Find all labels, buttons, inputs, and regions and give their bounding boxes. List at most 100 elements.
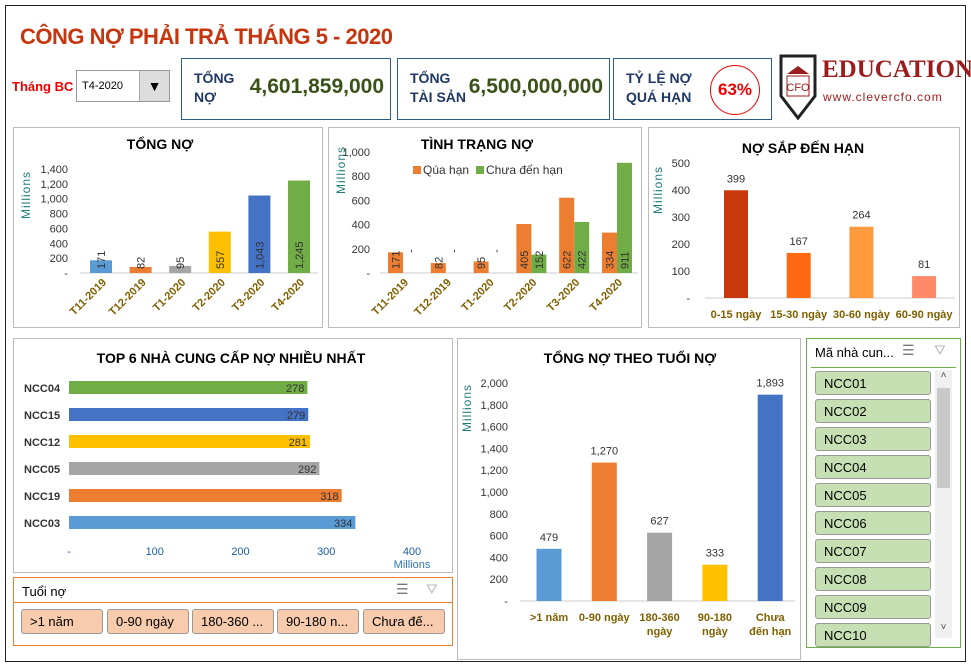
data-label: 95	[175, 257, 187, 269]
x-tick-label: >1 năm	[530, 612, 568, 624]
page-title: CÔNG NỢ PHẢI TRẢ THÁNG 5 - 2020	[20, 24, 393, 49]
slicer-supplier-item[interactable]: NCC02	[815, 399, 931, 423]
slicer-supplier-item[interactable]: NCC03	[815, 427, 931, 451]
multi-select-icon[interactable]: ☰	[396, 581, 409, 597]
data-label: 167	[790, 236, 808, 248]
x-tick-label: 60-90 ngày	[896, 309, 954, 321]
x-tick-label: T2-2020	[190, 277, 227, 314]
bar	[388, 252, 403, 273]
bar	[849, 226, 874, 298]
bar	[69, 408, 309, 421]
bar	[129, 266, 152, 273]
slicer-age-item[interactable]: 90-180 n...	[277, 609, 359, 634]
y-tick-label: NCC15	[24, 410, 60, 422]
slicer-supplier-item[interactable]: NCC07	[815, 539, 931, 563]
scrollbar[interactable]: ˄ ˅	[935, 370, 952, 638]
slicer-supplier-item[interactable]: NCC09	[815, 595, 931, 619]
slicer-title: Tuổi nợ	[22, 584, 67, 599]
scrollbar-thumb[interactable]	[937, 388, 950, 488]
y-axis-label: Millions	[334, 146, 348, 194]
data-label: 557	[215, 251, 227, 269]
month-dropdown[interactable]: T4-2020 ▼	[76, 70, 170, 102]
chart-title: TỔNG NỢ	[127, 135, 193, 152]
data-label: -	[491, 249, 503, 253]
x-tick-label: 90-180	[698, 612, 732, 624]
slicer-supplier-item[interactable]: NCC10	[815, 623, 931, 647]
y-tick-label: 400	[672, 185, 690, 197]
data-label: 622	[562, 251, 574, 269]
x-tick-label: đến hạn	[749, 626, 791, 638]
data-label: 399	[727, 173, 745, 185]
chart-top6-panel	[13, 338, 453, 573]
y-tick-label: 1,400	[40, 164, 68, 176]
multi-select-icon[interactable]: ☰	[902, 342, 915, 358]
legend-label: Chưa đến hạn	[486, 163, 563, 177]
y-axis-label: Millions	[19, 171, 33, 219]
slicer-age: Tuổi nợ ☰ ⛛ >1 năm 0-90 ngày 180-360 ... 90…	[13, 577, 453, 646]
data-label: 333	[706, 548, 724, 560]
clear-filter-icon[interactable]: ⛛	[426, 581, 438, 597]
chart-title: TỔNG NỢ THEO TUỔI NỢ	[544, 349, 716, 366]
chart-total-debt-panel	[13, 127, 323, 328]
y-tick-label: NCC05	[24, 464, 60, 476]
legend-swatch	[413, 166, 421, 174]
bar	[786, 252, 811, 298]
x-tick-label: 15-30 ngày	[770, 309, 828, 321]
scroll-up-icon[interactable]: ˄	[940, 370, 947, 381]
slicer-supplier-item[interactable]: NCC06	[815, 511, 931, 535]
kpi-value: 4,601,859,000	[249, 75, 384, 98]
y-tick-label: 1,600	[480, 422, 508, 434]
dashboard-frame	[5, 5, 966, 662]
bar	[69, 516, 356, 529]
y-tick-label: 500	[672, 158, 690, 170]
slicer-age-item[interactable]: Chưa đế...	[363, 609, 445, 634]
x-tick-label: T4-2020	[588, 277, 625, 314]
bar	[69, 489, 342, 502]
bar	[208, 231, 231, 273]
bar	[473, 261, 489, 273]
data-label: 171	[391, 251, 403, 269]
bar	[602, 232, 617, 273]
y-tick-label: -	[686, 293, 690, 305]
x-tick-label: 0-15 ngày	[711, 309, 763, 321]
slicer-age-item[interactable]: >1 năm	[21, 609, 103, 634]
chart-debt-status-panel	[328, 127, 642, 328]
data-label: -	[406, 249, 418, 253]
y-tick-label: 200	[352, 244, 370, 256]
x-tick-label: T1-2020	[459, 277, 496, 314]
x-tick-label: 300	[317, 546, 335, 558]
chart-title: TOP 6 NHÀ CUNG CẤP NỢ NHIỀU NHẤT	[97, 350, 366, 366]
x-tick-label: 400	[403, 546, 421, 558]
data-label: 82	[136, 257, 148, 269]
month-value: T4-2020	[82, 80, 123, 92]
slicer-age-item[interactable]: 180-360 ...	[192, 609, 274, 634]
kpi-value: 63%	[710, 65, 760, 115]
x-tick-label: 100	[146, 546, 164, 558]
chart-title: NỢ SẮP ĐẾN HẠN	[742, 139, 864, 156]
slicer-supplier-item[interactable]: NCC01	[815, 371, 931, 395]
bar	[430, 263, 446, 273]
slicer-supplier-item[interactable]: NCC05	[815, 483, 931, 507]
data-label: 627	[650, 516, 668, 528]
slicer-supplier-item[interactable]: NCC08	[815, 567, 931, 591]
legend-swatch	[476, 166, 484, 174]
clear-filter-icon[interactable]: ⛛	[934, 342, 946, 358]
slicer-supplier-item[interactable]: NCC04	[815, 455, 931, 479]
x-tick-label: ngày	[647, 626, 674, 638]
chevron-down-icon[interactable]: ▼	[139, 71, 169, 101]
y-tick-label: 2,000	[480, 378, 508, 390]
kpi-total-debt: TỔNG NỢ 4,601,859,000	[181, 58, 391, 120]
scroll-down-icon[interactable]: ˅	[940, 622, 947, 633]
logo-name: EDUCATION	[822, 56, 971, 83]
y-tick-label: NCC19	[24, 491, 60, 503]
slicer-age-item[interactable]: 0-90 ngày	[107, 609, 189, 634]
y-tick-label: 600	[50, 223, 68, 235]
kpi-label: TỔNG	[410, 70, 451, 86]
divider	[14, 602, 452, 603]
x-tick-label: T3-2020	[545, 277, 582, 314]
kpi-label: QUÁ HẠN	[626, 89, 692, 105]
y-tick-label: 1,000	[480, 487, 508, 499]
data-label: 318	[320, 491, 338, 503]
logo: CFO EDUCATION www.clevercfo.com	[778, 54, 971, 121]
kpi-total-assets: TỔNG TÀI SẢN 6,500,000,000	[397, 58, 610, 120]
